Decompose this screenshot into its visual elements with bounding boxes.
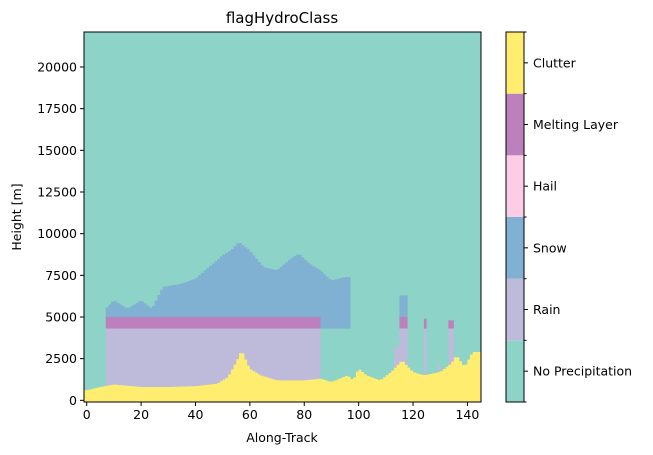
shower-cell-snow bbox=[399, 295, 408, 317]
class-field bbox=[84, 243, 481, 402]
y-tick-label: 12500 bbox=[37, 185, 77, 200]
snow-region bbox=[105, 243, 351, 329]
chart-title: flagHydroClass bbox=[226, 9, 339, 27]
colorbar-swatch bbox=[506, 340, 524, 402]
clutter-region bbox=[84, 352, 481, 402]
y-tick-label: 17500 bbox=[37, 101, 77, 116]
colorbar-swatch bbox=[506, 32, 524, 94]
y-tick-label: 0 bbox=[69, 393, 77, 408]
y-tick-label: 5000 bbox=[45, 310, 77, 325]
colorbar-label: Clutter bbox=[533, 55, 577, 70]
colorbar-swatch bbox=[506, 93, 524, 156]
x-axis-label: Along-Track bbox=[246, 430, 318, 445]
y-tick-label: 15000 bbox=[37, 143, 77, 158]
colorbar-label: No Precipitation bbox=[533, 364, 632, 379]
y-tick-label: 7500 bbox=[45, 268, 77, 283]
plot-area bbox=[83, 31, 482, 403]
x-tick-label: 0 bbox=[83, 407, 91, 422]
y-tick-label: 20000 bbox=[37, 60, 77, 75]
shower-cell-melting-layer bbox=[448, 320, 454, 329]
x-tick-label: 40 bbox=[188, 407, 204, 422]
x-tick-label: 80 bbox=[296, 407, 312, 422]
colorbar-label: Snow bbox=[533, 240, 567, 255]
colorbar-label: Rain bbox=[533, 302, 560, 317]
x-axis: 0 20 40 60 80 100 120 140 bbox=[83, 402, 479, 422]
y-axis-label: Height [m] bbox=[9, 183, 24, 250]
x-tick-label: 120 bbox=[401, 407, 425, 422]
x-tick-label: 140 bbox=[455, 407, 479, 422]
x-tick-label: 100 bbox=[347, 407, 371, 422]
colorbar-swatch bbox=[506, 155, 524, 217]
plot-frame bbox=[83, 31, 482, 403]
colorbar-label: Melting Layer bbox=[533, 117, 619, 132]
melting-layer-band bbox=[105, 317, 321, 329]
colorbar-label: Hail bbox=[533, 179, 557, 194]
colorbar-swatch bbox=[506, 278, 524, 341]
colorbar-frame bbox=[505, 31, 525, 403]
y-axis: 0 2500 5000 7500 10000 12500 15000 17500 20000 bbox=[37, 60, 84, 408]
colorbar: No Precipitation Rain Snow Hail Melting Laye… bbox=[505, 31, 632, 403]
colorbar-swatch bbox=[506, 217, 524, 279]
shower-cell-melting-layer bbox=[423, 318, 427, 329]
x-tick-label: 20 bbox=[133, 407, 149, 422]
y-tick-label: 2500 bbox=[45, 351, 77, 366]
x-tick-label: 60 bbox=[242, 407, 258, 422]
y-tick-label: 10000 bbox=[37, 226, 77, 241]
shower-cell-melting-layer bbox=[399, 317, 408, 329]
